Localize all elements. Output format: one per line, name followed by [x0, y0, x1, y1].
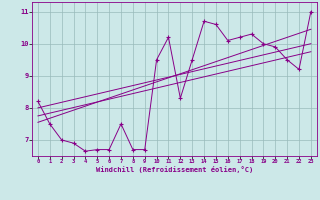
X-axis label: Windchill (Refroidissement éolien,°C): Windchill (Refroidissement éolien,°C): [96, 166, 253, 173]
